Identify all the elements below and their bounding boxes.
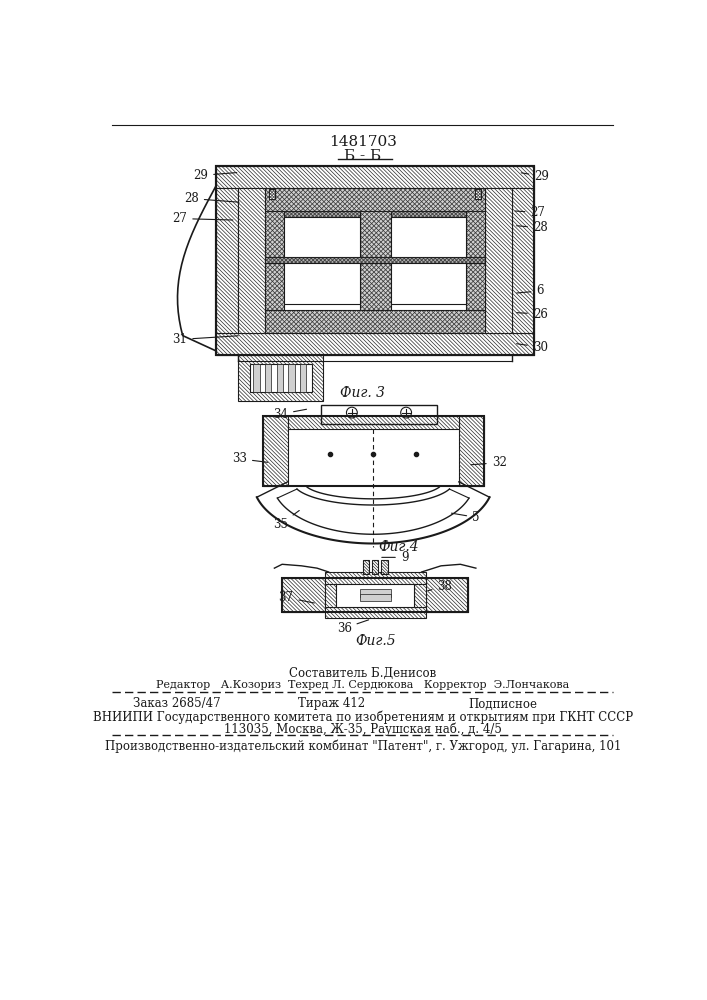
Bar (269, 189, 275, 199)
Bar (485, 188, 513, 333)
Text: 1481703: 1481703 (329, 135, 397, 149)
Bar (381, 560, 387, 574)
Bar (337, 584, 414, 607)
Text: 9: 9 (382, 551, 409, 564)
Text: Фиг.5: Фиг.5 (355, 634, 395, 648)
Circle shape (401, 407, 411, 418)
Text: Тираж 412: Тираж 412 (298, 698, 365, 710)
Text: Заказ 2685/47: Заказ 2685/47 (134, 698, 221, 710)
Bar (238, 188, 265, 333)
Bar (414, 584, 426, 607)
Bar (360, 211, 391, 310)
Bar (238, 355, 323, 401)
Bar (253, 364, 259, 392)
Bar (276, 364, 283, 392)
Text: 28: 28 (517, 221, 548, 234)
Text: 27: 27 (173, 212, 233, 225)
Bar (284, 211, 360, 217)
Bar (216, 166, 534, 355)
Text: Редактор   А.Козориз  Техред Л. Сердюкова   Корректор  Э.Лончакова: Редактор А.Козориз Техред Л. Сердюкова К… (156, 680, 569, 690)
Text: 27: 27 (515, 206, 545, 219)
Bar (391, 217, 466, 257)
Text: 29: 29 (521, 170, 549, 183)
Bar (282, 578, 325, 612)
Text: ВНИИПИ Государственного комитета по изобретениям и открытиям при ГКНТ СССР: ВНИИПИ Государственного комитета по изоб… (93, 711, 633, 724)
Bar (372, 560, 378, 574)
Bar (325, 607, 426, 618)
Text: 35: 35 (273, 510, 299, 531)
Bar (265, 257, 485, 263)
Bar (269, 189, 275, 199)
Bar (284, 263, 360, 304)
Bar (459, 416, 484, 486)
Bar (513, 188, 534, 333)
Bar (265, 188, 485, 211)
Text: Производственно-издательский комбинат "Патент", г. Ужгород, ул. Гагарина, 101: Производственно-издательский комбинат "П… (105, 740, 621, 753)
Text: 6: 6 (517, 284, 544, 297)
Bar (466, 211, 485, 310)
Bar (263, 416, 484, 486)
Bar (475, 189, 481, 199)
Bar (360, 594, 391, 601)
Text: 32: 32 (471, 456, 506, 469)
Bar (265, 364, 271, 392)
Bar (288, 364, 295, 392)
Bar (360, 589, 391, 597)
Bar (265, 211, 284, 310)
Bar (391, 263, 466, 304)
Text: 38: 38 (428, 580, 452, 593)
Text: 29: 29 (193, 169, 237, 182)
Bar (426, 578, 468, 612)
Text: 30: 30 (517, 341, 548, 354)
Text: 31: 31 (173, 333, 238, 346)
Polygon shape (177, 170, 216, 351)
Text: 28: 28 (184, 192, 239, 205)
Text: 26: 26 (517, 308, 548, 321)
Bar (300, 364, 306, 392)
Bar (288, 416, 459, 429)
Bar (216, 188, 238, 333)
Text: Фиг. 3: Фиг. 3 (340, 386, 385, 400)
Bar (284, 217, 360, 257)
Bar (325, 584, 337, 607)
Text: Составитель Б.Денисов: Составитель Б.Денисов (289, 667, 436, 680)
Text: 5: 5 (452, 511, 479, 524)
Bar (391, 211, 466, 217)
Bar (216, 333, 534, 355)
Bar (325, 572, 426, 584)
Text: 37: 37 (279, 591, 315, 604)
Bar (282, 578, 468, 612)
Text: 33: 33 (232, 452, 268, 465)
Bar (263, 416, 288, 486)
Bar (321, 405, 437, 424)
Text: Фиг.4: Фиг.4 (378, 540, 419, 554)
Text: Подписное: Подписное (468, 698, 537, 710)
Bar (475, 189, 481, 199)
Bar (216, 166, 534, 188)
Bar (363, 560, 369, 574)
Text: 34: 34 (273, 408, 307, 421)
Bar (216, 166, 534, 355)
Text: 36: 36 (337, 620, 368, 635)
Text: 113035, Москва, Ж-35, Раушская наб., д. 4/5: 113035, Москва, Ж-35, Раушская наб., д. … (224, 723, 502, 736)
Bar (250, 364, 312, 392)
Circle shape (346, 407, 357, 418)
Bar (265, 310, 485, 333)
Text: Б - Б: Б - Б (344, 149, 381, 163)
